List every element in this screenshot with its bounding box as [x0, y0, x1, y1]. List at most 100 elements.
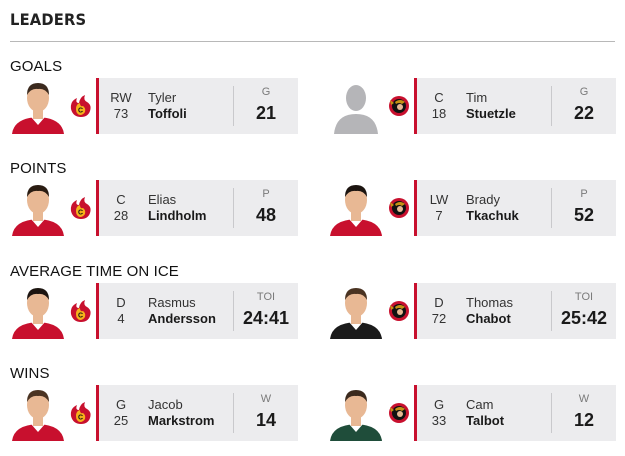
- player-number: 28: [113, 208, 129, 223]
- svg-text:C: C: [78, 108, 83, 115]
- player-leader-card[interactable]: LW 7 Brady Tkachuk P 52: [328, 180, 616, 236]
- stat-divider: [233, 86, 234, 126]
- stat-value: 14: [255, 410, 277, 430]
- player-position: D: [116, 295, 126, 310]
- player-headshot-icon: [10, 180, 66, 236]
- stat-label: P: [262, 188, 270, 200]
- category-title: WINS: [10, 365, 50, 382]
- player-stat-box[interactable]: G 33 Cam Talbot W 12: [414, 385, 616, 441]
- player-first-name[interactable]: Brady: [466, 192, 500, 207]
- team-logo: [386, 196, 412, 220]
- player-last-name[interactable]: Markstrom: [148, 413, 215, 428]
- player-number: 18: [431, 106, 447, 121]
- player-headshot-icon: [328, 283, 384, 339]
- player-stat-box[interactable]: C 18 Tim Stuetzle G 22: [414, 78, 616, 134]
- calgary-flames-logo-icon: C: [70, 95, 91, 117]
- player-first-name[interactable]: Tim: [466, 90, 488, 105]
- player-number: 4: [117, 311, 125, 326]
- player-leader-card[interactable]: C RW 73 Tyler Toffoli G 21: [10, 78, 298, 134]
- player-number: 7: [435, 208, 443, 223]
- ottawa-senators-logo-icon: [389, 198, 409, 218]
- svg-text:C: C: [78, 210, 83, 217]
- player-leader-card[interactable]: G 33 Cam Talbot W 12: [328, 385, 616, 441]
- player-last-name[interactable]: Tkachuk: [466, 208, 519, 223]
- player-headshot-icon: [10, 283, 66, 339]
- player-stat-box[interactable]: D 72 Thomas Chabot TOI 25:42: [414, 283, 616, 339]
- player-stat-box[interactable]: C 28 Elias Lindholm P 48: [96, 180, 298, 236]
- accent-bar: [414, 283, 417, 339]
- category-title: GOALS: [10, 58, 63, 75]
- player-first-name[interactable]: Elias: [148, 192, 177, 207]
- team-logo: [386, 94, 412, 118]
- calgary-flames-logo-icon: C: [70, 197, 91, 219]
- player-number: 72: [431, 311, 447, 326]
- svg-text:C: C: [78, 313, 83, 320]
- player-leader-card[interactable]: C 18 Tim Stuetzle G 22: [328, 78, 616, 134]
- player-last-name[interactable]: Chabot: [466, 311, 511, 326]
- player-first-name[interactable]: Jacob: [148, 397, 183, 412]
- team-logo: C: [68, 196, 94, 220]
- player-headshot-icon: [328, 385, 384, 441]
- ottawa-senators-logo-icon: [389, 301, 409, 321]
- leader-category: AVERAGE TIME ON ICE C D 4 Rasmus Andersson TOI…: [0, 263, 625, 365]
- stat-value: 48: [255, 205, 277, 225]
- player-first-name[interactable]: Rasmus: [148, 295, 196, 310]
- player-avatar[interactable]: [10, 78, 66, 134]
- accent-bar: [96, 283, 99, 339]
- player-number: 33: [431, 413, 447, 428]
- player-stat-box[interactable]: D 4 Rasmus Andersson TOI 24:41: [96, 283, 298, 339]
- player-position: G: [433, 397, 445, 412]
- stat-divider: [551, 86, 552, 126]
- ottawa-senators-logo-icon: [389, 403, 409, 423]
- player-leader-card[interactable]: C C 28 Elias Lindholm P 48: [10, 180, 298, 236]
- player-number: 25: [113, 413, 129, 428]
- calgary-flames-logo-icon: C: [70, 300, 91, 322]
- stat-value: 12: [573, 410, 595, 430]
- player-leader-card[interactable]: C D 4 Rasmus Andersson TOI 24:41: [10, 283, 298, 339]
- leader-category: WINS C G 25 Jacob Markstrom W 14 G 33 Cam Talbot W 12: [0, 365, 625, 456]
- stat-value: 24:41: [242, 308, 290, 328]
- player-position: C: [434, 90, 444, 105]
- player-avatar[interactable]: [10, 385, 66, 441]
- stat-label: TOI: [574, 291, 594, 303]
- player-avatar[interactable]: [328, 283, 384, 339]
- player-position: G: [115, 397, 127, 412]
- svg-text:C: C: [78, 415, 83, 422]
- player-headshot-icon: [328, 180, 384, 236]
- stat-value: 52: [573, 205, 595, 225]
- accent-bar: [96, 180, 99, 236]
- player-placeholder-icon: [328, 78, 384, 134]
- stat-label: W: [260, 393, 272, 405]
- leader-category: GOALS C RW 73 Tyler Toffoli G 21 C 18 Tim Stuetzle G…: [0, 58, 625, 160]
- leaders-header: LEADERS: [10, 8, 615, 42]
- player-last-name[interactable]: Lindholm: [148, 208, 207, 223]
- stat-divider: [551, 188, 552, 228]
- accent-bar: [414, 180, 417, 236]
- player-first-name[interactable]: Cam: [466, 397, 494, 412]
- player-headshot-icon: [10, 385, 66, 441]
- player-last-name[interactable]: Talbot: [466, 413, 505, 428]
- player-avatar[interactable]: [328, 180, 384, 236]
- player-last-name[interactable]: Stuetzle: [466, 106, 516, 121]
- player-first-name[interactable]: Thomas: [466, 295, 513, 310]
- player-stat-box[interactable]: RW 73 Tyler Toffoli G 21: [96, 78, 298, 134]
- leader-category: POINTS C C 28 Elias Lindholm P 48 LW 7 Brady Tkachu…: [0, 160, 625, 262]
- player-leader-card[interactable]: C G 25 Jacob Markstrom W 14: [10, 385, 298, 441]
- player-avatar[interactable]: [10, 180, 66, 236]
- player-leader-card[interactable]: D 72 Thomas Chabot TOI 25:42: [328, 283, 616, 339]
- player-last-name[interactable]: Toffoli: [148, 106, 187, 121]
- player-avatar[interactable]: [328, 78, 384, 134]
- accent-bar: [414, 78, 417, 134]
- player-last-name[interactable]: Andersson: [148, 311, 216, 326]
- player-headshot-icon: [10, 78, 66, 134]
- player-stat-box[interactable]: LW 7 Brady Tkachuk P 52: [414, 180, 616, 236]
- team-logo: C: [68, 94, 94, 118]
- player-first-name[interactable]: Tyler: [148, 90, 177, 105]
- stat-label: TOI: [256, 291, 276, 303]
- category-title: POINTS: [10, 160, 67, 177]
- player-avatar[interactable]: [328, 385, 384, 441]
- stat-divider: [551, 393, 552, 433]
- calgary-flames-logo-icon: C: [70, 402, 91, 424]
- player-stat-box[interactable]: G 25 Jacob Markstrom W 14: [96, 385, 298, 441]
- player-avatar[interactable]: [10, 283, 66, 339]
